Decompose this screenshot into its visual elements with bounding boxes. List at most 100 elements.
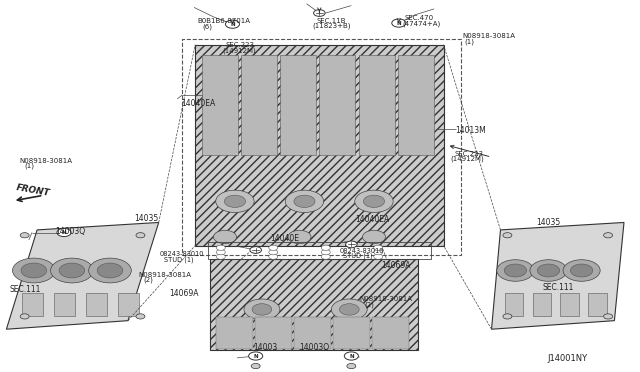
- Bar: [294, 317, 331, 349]
- Circle shape: [216, 250, 225, 255]
- Text: (6): (6): [202, 23, 212, 30]
- Circle shape: [314, 10, 325, 16]
- Bar: [118, 293, 139, 317]
- Text: (2): (2): [365, 301, 374, 308]
- Polygon shape: [6, 222, 159, 329]
- Circle shape: [227, 21, 238, 28]
- Bar: [532, 293, 551, 317]
- Circle shape: [392, 19, 406, 27]
- Circle shape: [497, 260, 534, 281]
- Text: 14003Q: 14003Q: [55, 227, 85, 236]
- Circle shape: [364, 195, 385, 208]
- Circle shape: [504, 264, 527, 277]
- Bar: [561, 293, 579, 317]
- Circle shape: [216, 190, 254, 212]
- Text: 14069A: 14069A: [381, 262, 411, 270]
- Bar: [241, 55, 277, 155]
- Circle shape: [530, 260, 567, 281]
- Circle shape: [346, 241, 357, 248]
- Bar: [588, 293, 607, 317]
- Circle shape: [355, 190, 393, 212]
- Circle shape: [503, 314, 512, 319]
- Circle shape: [604, 314, 612, 319]
- Circle shape: [59, 263, 84, 278]
- Bar: [319, 55, 355, 155]
- Bar: [255, 317, 292, 349]
- Circle shape: [97, 263, 123, 278]
- Text: N: N: [61, 230, 67, 235]
- Bar: [208, 242, 431, 259]
- Circle shape: [269, 245, 278, 250]
- Text: N: N: [397, 20, 401, 26]
- Bar: [54, 293, 75, 317]
- Circle shape: [225, 195, 246, 208]
- Circle shape: [321, 245, 330, 250]
- Circle shape: [136, 232, 145, 238]
- Polygon shape: [210, 259, 418, 350]
- Circle shape: [570, 264, 593, 277]
- Text: 14040EA: 14040EA: [181, 99, 216, 108]
- Text: N08918-3081A: N08918-3081A: [360, 296, 413, 302]
- Text: SEC.470: SEC.470: [404, 15, 434, 21]
- Text: (1): (1): [24, 163, 35, 169]
- Text: N08918-3081A: N08918-3081A: [462, 33, 515, 39]
- Circle shape: [321, 254, 330, 259]
- Bar: [505, 293, 524, 317]
- Circle shape: [269, 254, 278, 259]
- Bar: [280, 55, 316, 155]
- Text: 14035: 14035: [134, 214, 159, 223]
- Circle shape: [362, 230, 385, 244]
- Text: 14003Q: 14003Q: [300, 343, 330, 352]
- Bar: [216, 317, 253, 349]
- Circle shape: [21, 263, 47, 278]
- Circle shape: [294, 195, 315, 208]
- Text: 14013M: 14013M: [456, 126, 486, 135]
- Bar: [202, 55, 237, 155]
- Text: STUD (1): STUD (1): [164, 256, 193, 263]
- Circle shape: [216, 245, 225, 250]
- Text: 14040E: 14040E: [270, 234, 299, 243]
- Circle shape: [216, 254, 225, 259]
- Circle shape: [339, 304, 359, 315]
- Text: N: N: [253, 353, 258, 359]
- Text: 14040EA: 14040EA: [355, 215, 390, 224]
- Text: (1): (1): [465, 38, 475, 45]
- Bar: [372, 317, 409, 349]
- Circle shape: [285, 190, 324, 212]
- Circle shape: [374, 245, 383, 250]
- Text: N08918-3081A: N08918-3081A: [138, 272, 191, 278]
- Circle shape: [20, 232, 29, 238]
- Text: (2): (2): [143, 276, 153, 283]
- Bar: [86, 293, 107, 317]
- Text: J14001NY: J14001NY: [547, 355, 588, 363]
- Text: B0B1B6-8701A: B0B1B6-8701A: [197, 18, 250, 24]
- Text: N08918-3081A: N08918-3081A: [19, 158, 72, 164]
- Polygon shape: [195, 45, 444, 246]
- Circle shape: [248, 352, 263, 360]
- Circle shape: [538, 264, 559, 277]
- Text: SEC.223: SEC.223: [454, 151, 483, 157]
- Circle shape: [288, 230, 311, 244]
- Circle shape: [252, 363, 260, 369]
- Circle shape: [347, 363, 356, 369]
- Circle shape: [136, 314, 145, 319]
- Text: SEC.111: SEC.111: [543, 283, 574, 292]
- Circle shape: [332, 299, 367, 320]
- Circle shape: [604, 232, 612, 238]
- Text: SEC.111: SEC.111: [10, 285, 41, 294]
- Circle shape: [503, 232, 512, 238]
- Bar: [398, 55, 434, 155]
- Text: N: N: [349, 353, 354, 359]
- Circle shape: [563, 260, 600, 281]
- Text: (14912M): (14912M): [451, 156, 484, 163]
- Text: 14069A: 14069A: [169, 289, 198, 298]
- Text: 08243-83010: 08243-83010: [339, 248, 384, 254]
- Circle shape: [250, 247, 262, 253]
- Circle shape: [374, 250, 383, 255]
- Text: FRONT: FRONT: [15, 183, 51, 198]
- Text: SEC.11B: SEC.11B: [316, 18, 346, 24]
- Text: (11823+B): (11823+B): [312, 23, 351, 29]
- Text: N: N: [230, 22, 235, 27]
- Text: 14003: 14003: [253, 343, 277, 352]
- Circle shape: [89, 258, 131, 283]
